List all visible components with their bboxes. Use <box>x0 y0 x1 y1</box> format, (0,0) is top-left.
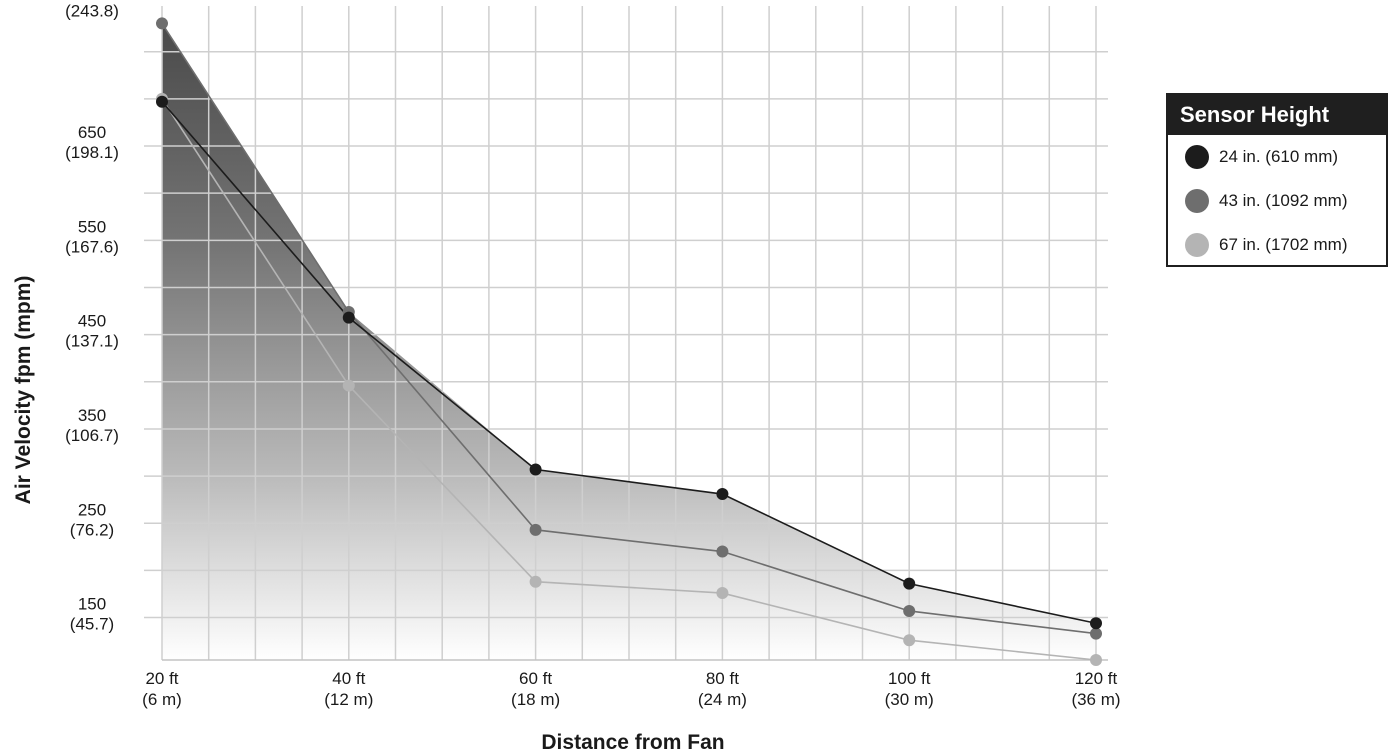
legend-item: 67 in. (1702 mm) <box>1168 223 1386 267</box>
data-point <box>156 17 168 30</box>
data-point <box>903 634 916 647</box>
y-tick-label: (243.8) <box>65 2 119 21</box>
y-tick-label: (198.1) <box>65 143 119 162</box>
y-tick-label: (45.7) <box>70 615 114 634</box>
x-tick-label: 20 ft <box>145 669 178 688</box>
y-tick-label: (167.6) <box>65 237 119 256</box>
legend-label: 43 in. (1092 mm) <box>1219 191 1348 210</box>
data-point <box>529 463 542 476</box>
legend-swatch-dot-icon <box>1185 145 1209 169</box>
y-tick-label: 800 <box>78 0 106 1</box>
legend-label: 24 in. (610 mm) <box>1219 147 1339 166</box>
data-point <box>1090 627 1102 640</box>
data-point <box>529 575 542 588</box>
legend-swatch-dot-icon <box>1185 233 1209 257</box>
data-point <box>903 577 916 590</box>
grid <box>144 6 1108 661</box>
legend-title: Sensor Height <box>1168 95 1386 135</box>
x-tick-label: (6 m) <box>142 690 182 709</box>
legend-item: 43 in. (1092 mm) <box>1168 179 1386 223</box>
y-tick-label: (76.2) <box>70 520 114 539</box>
y-tick-label: 250 <box>78 500 106 519</box>
data-point <box>716 488 729 501</box>
data-point <box>1090 654 1102 666</box>
legend-item: 24 in. (610 mm) <box>1168 135 1386 179</box>
x-tick-label: (12 m) <box>324 690 373 709</box>
data-point <box>716 587 729 600</box>
y-axis-ticks: 150(45.7) 250(76.2) 350(106.7) 450(137.1) 55… <box>65 0 119 634</box>
x-tick-label: (24 m) <box>698 690 747 709</box>
y-tick-label: 450 <box>78 312 106 331</box>
y-tick-label: 650 <box>78 123 106 142</box>
x-tick-label: 100 ft <box>888 669 931 688</box>
x-tick-label: (36 m) <box>1071 690 1120 709</box>
series-lines <box>156 17 1102 666</box>
x-tick-label: (18 m) <box>511 690 560 709</box>
y-tick-label: (106.7) <box>65 426 119 445</box>
data-point <box>716 545 729 558</box>
x-tick-label: 80 ft <box>706 669 739 688</box>
series-line <box>161 98 1097 661</box>
data-point <box>1090 617 1102 630</box>
x-axis-ticks: 20 ft (6 m) 40 ft (12 m) 60 ft (18 m) 80 ft (24… <box>142 669 1120 709</box>
y-axis-title: Air Velocity fpm (mpm) <box>12 276 35 505</box>
y-tick-label: 350 <box>78 406 106 425</box>
y-tick-label: 150 <box>78 595 106 614</box>
series-line <box>161 22 1097 635</box>
x-tick-label: 60 ft <box>519 669 552 688</box>
data-point <box>156 95 168 108</box>
x-tick-label: (30 m) <box>885 690 934 709</box>
legend-swatch-dot-icon <box>1185 189 1209 213</box>
y-tick-label: (137.1) <box>65 332 119 351</box>
legend: Sensor Height 24 in. (610 mm) 43 in. (10… <box>1166 93 1388 267</box>
series-line <box>161 101 1097 625</box>
y-tick-label: 550 <box>78 217 106 236</box>
data-point <box>342 311 355 324</box>
data-point <box>903 604 916 617</box>
data-point <box>342 379 355 392</box>
x-axis-title: Distance from Fan <box>541 731 724 754</box>
data-point <box>529 523 542 536</box>
legend-label: 67 in. (1702 mm) <box>1219 235 1348 254</box>
x-tick-label: 40 ft <box>332 669 365 688</box>
x-tick-label: 120 ft <box>1075 669 1118 688</box>
